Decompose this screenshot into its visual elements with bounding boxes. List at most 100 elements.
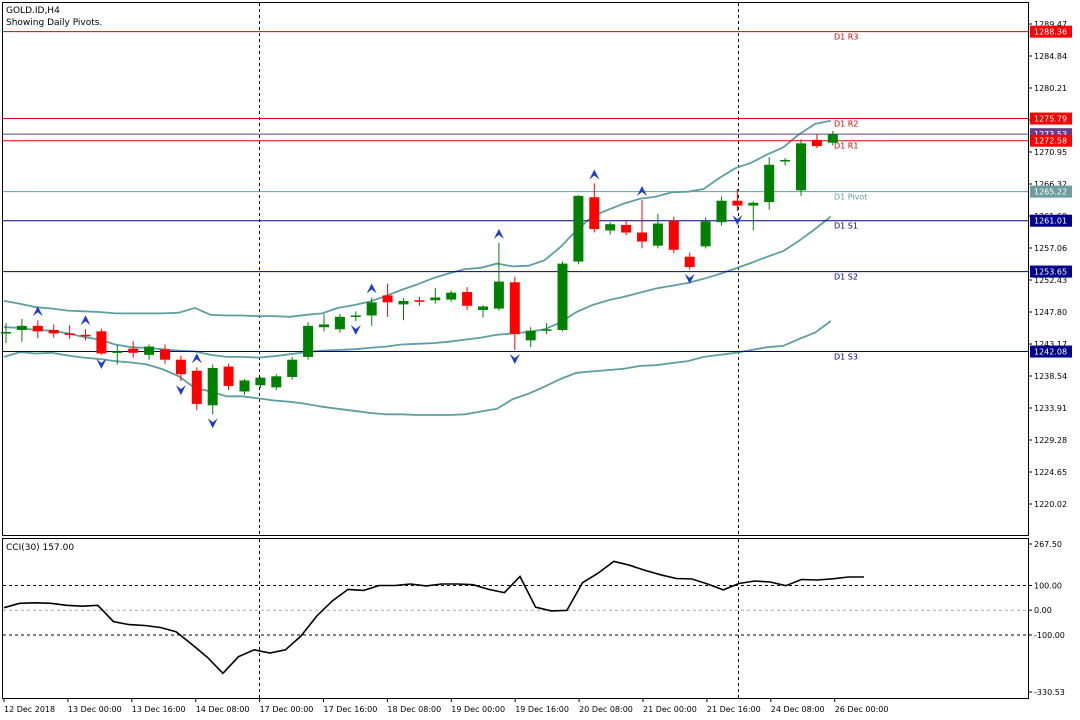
time-tick-label: 19 Dec 00:00 — [451, 705, 505, 714]
price-tag-box — [1030, 345, 1072, 358]
pivot-label: D1 R1 — [834, 142, 858, 151]
candle-body — [509, 282, 520, 335]
candle-body — [398, 300, 409, 305]
pivot-label: D1 S3 — [834, 353, 858, 362]
candle-body — [48, 329, 59, 334]
chart-subtitle: Showing Daily Pivots. — [6, 18, 102, 28]
cci-tick-label: -100.00 — [1034, 631, 1065, 640]
price-tick-label: 1280.21 — [1034, 84, 1067, 93]
time-tick-label: 12 Dec 2018 — [4, 705, 55, 714]
price-tick-label: 1266.32 — [1034, 180, 1067, 189]
candle-body — [319, 324, 329, 328]
price-tick-label: 1252.43 — [1034, 276, 1067, 285]
price-tag-box — [1030, 265, 1072, 278]
candle-body — [700, 221, 711, 247]
cci-line — [3, 560, 864, 675]
candle-body — [827, 134, 838, 143]
price-tick-label: 1284.84 — [1034, 52, 1067, 61]
price-tag-label: 1275.79 — [1034, 115, 1067, 124]
candle-body — [493, 281, 504, 309]
price-panel[interactable] — [2, 2, 1029, 536]
chart-symbol: GOLD.ID,H4 — [6, 6, 60, 16]
candle-body — [573, 195, 584, 262]
time-tick-label: 14 Dec 08:00 — [196, 705, 250, 714]
time-tick-label: 21 Dec 16:00 — [707, 705, 761, 714]
time-axis: 12 Dec 2018 13 Dec 00:00 13 Dec 16:00 14 De… — [3, 698, 889, 714]
time-tick-label: 21 Dec 00:00 — [643, 705, 697, 714]
price-tag-label: 1273.53 — [1034, 130, 1067, 139]
candle-body — [334, 316, 345, 330]
candle-body — [462, 291, 473, 306]
fractal-down-icon — [207, 418, 218, 429]
candle-body — [414, 300, 425, 302]
price-tag-box — [1030, 214, 1072, 227]
fractal-up-icon — [366, 283, 377, 294]
fractal-down-icon — [96, 358, 107, 369]
candle-body — [287, 359, 298, 377]
candle-body — [160, 349, 170, 360]
fractal-down-icon — [175, 385, 186, 396]
candle-body — [716, 200, 727, 223]
price-tick-label: 1289.47 — [1034, 20, 1067, 29]
price-tag-label: 1288.36 — [1034, 28, 1067, 37]
candle-body — [796, 143, 806, 191]
candle-body — [64, 333, 75, 335]
candle-body — [668, 220, 679, 250]
time-tick-label: 13 Dec 16:00 — [132, 705, 186, 714]
price-tick-label: 1229.28 — [1034, 436, 1067, 445]
pivot-lines: D1 R3 D1 R2 D1 R1 D1 Pivot D1 S1 D1 S2 D1 S3 — [3, 31, 1028, 362]
candle-body — [557, 263, 568, 330]
candle-body — [621, 224, 632, 233]
pivot-label: D1 R3 — [834, 33, 858, 42]
candle-body — [1, 332, 11, 334]
candle-body — [223, 366, 234, 386]
fractal-up-icon — [32, 306, 43, 317]
fractal-down-icon — [732, 215, 743, 226]
fractal-up-icon — [493, 228, 504, 239]
candle-body — [32, 325, 43, 332]
candle-body — [303, 325, 314, 357]
price-tag-label: 1253.65 — [1034, 268, 1067, 277]
time-tick-label: 20 Dec 08:00 — [579, 705, 633, 714]
fractal-up-icon — [589, 169, 600, 180]
candle-body — [128, 348, 139, 353]
candle-body — [239, 380, 250, 392]
price-tag-box — [1030, 25, 1072, 38]
candle-body — [112, 351, 123, 353]
price-tick-label: 1270.95 — [1034, 148, 1067, 157]
cci-tick-label: -330.53 — [1034, 688, 1065, 697]
cci-panel[interactable] — [2, 538, 1029, 699]
fractal-up-icon — [637, 186, 647, 197]
fractal-down-icon — [684, 273, 695, 284]
candle-body — [175, 359, 186, 375]
candle-body — [780, 159, 791, 162]
candle-body — [350, 315, 361, 317]
price-tick-label: 1257.06 — [1034, 244, 1067, 253]
candle-body — [637, 232, 647, 242]
candle-body — [525, 330, 536, 341]
bollinger-bands — [3, 119, 832, 416]
candle-body — [478, 306, 488, 310]
time-tick-label: 17 Dec 00:00 — [260, 705, 314, 714]
candle-body — [366, 302, 377, 316]
price-axis: 1289.471284.841280.211275.581270.951266.… — [1028, 20, 1067, 509]
candle-body — [811, 139, 822, 147]
cci-indicator: 267.50 100.00 0.00 -100.00 -330.53 — [3, 540, 1065, 697]
candle-body — [255, 377, 266, 386]
price-tag-label: 1272.58 — [1034, 137, 1067, 146]
candle-body — [605, 224, 616, 231]
candle-body — [16, 325, 27, 330]
fractal-down-icon — [350, 324, 361, 335]
candle-body — [652, 223, 663, 246]
pivot-label: D1 Pivot — [834, 193, 867, 202]
candle-body — [430, 297, 441, 301]
bollinger-lower-line — [3, 320, 832, 416]
price-tick-label: 1243.17 — [1034, 340, 1067, 349]
candle-body — [589, 197, 600, 230]
candle-body — [446, 292, 457, 300]
vertical-grid — [259, 3, 739, 698]
candle-body — [271, 376, 282, 388]
fractal-up-icon — [191, 353, 202, 364]
